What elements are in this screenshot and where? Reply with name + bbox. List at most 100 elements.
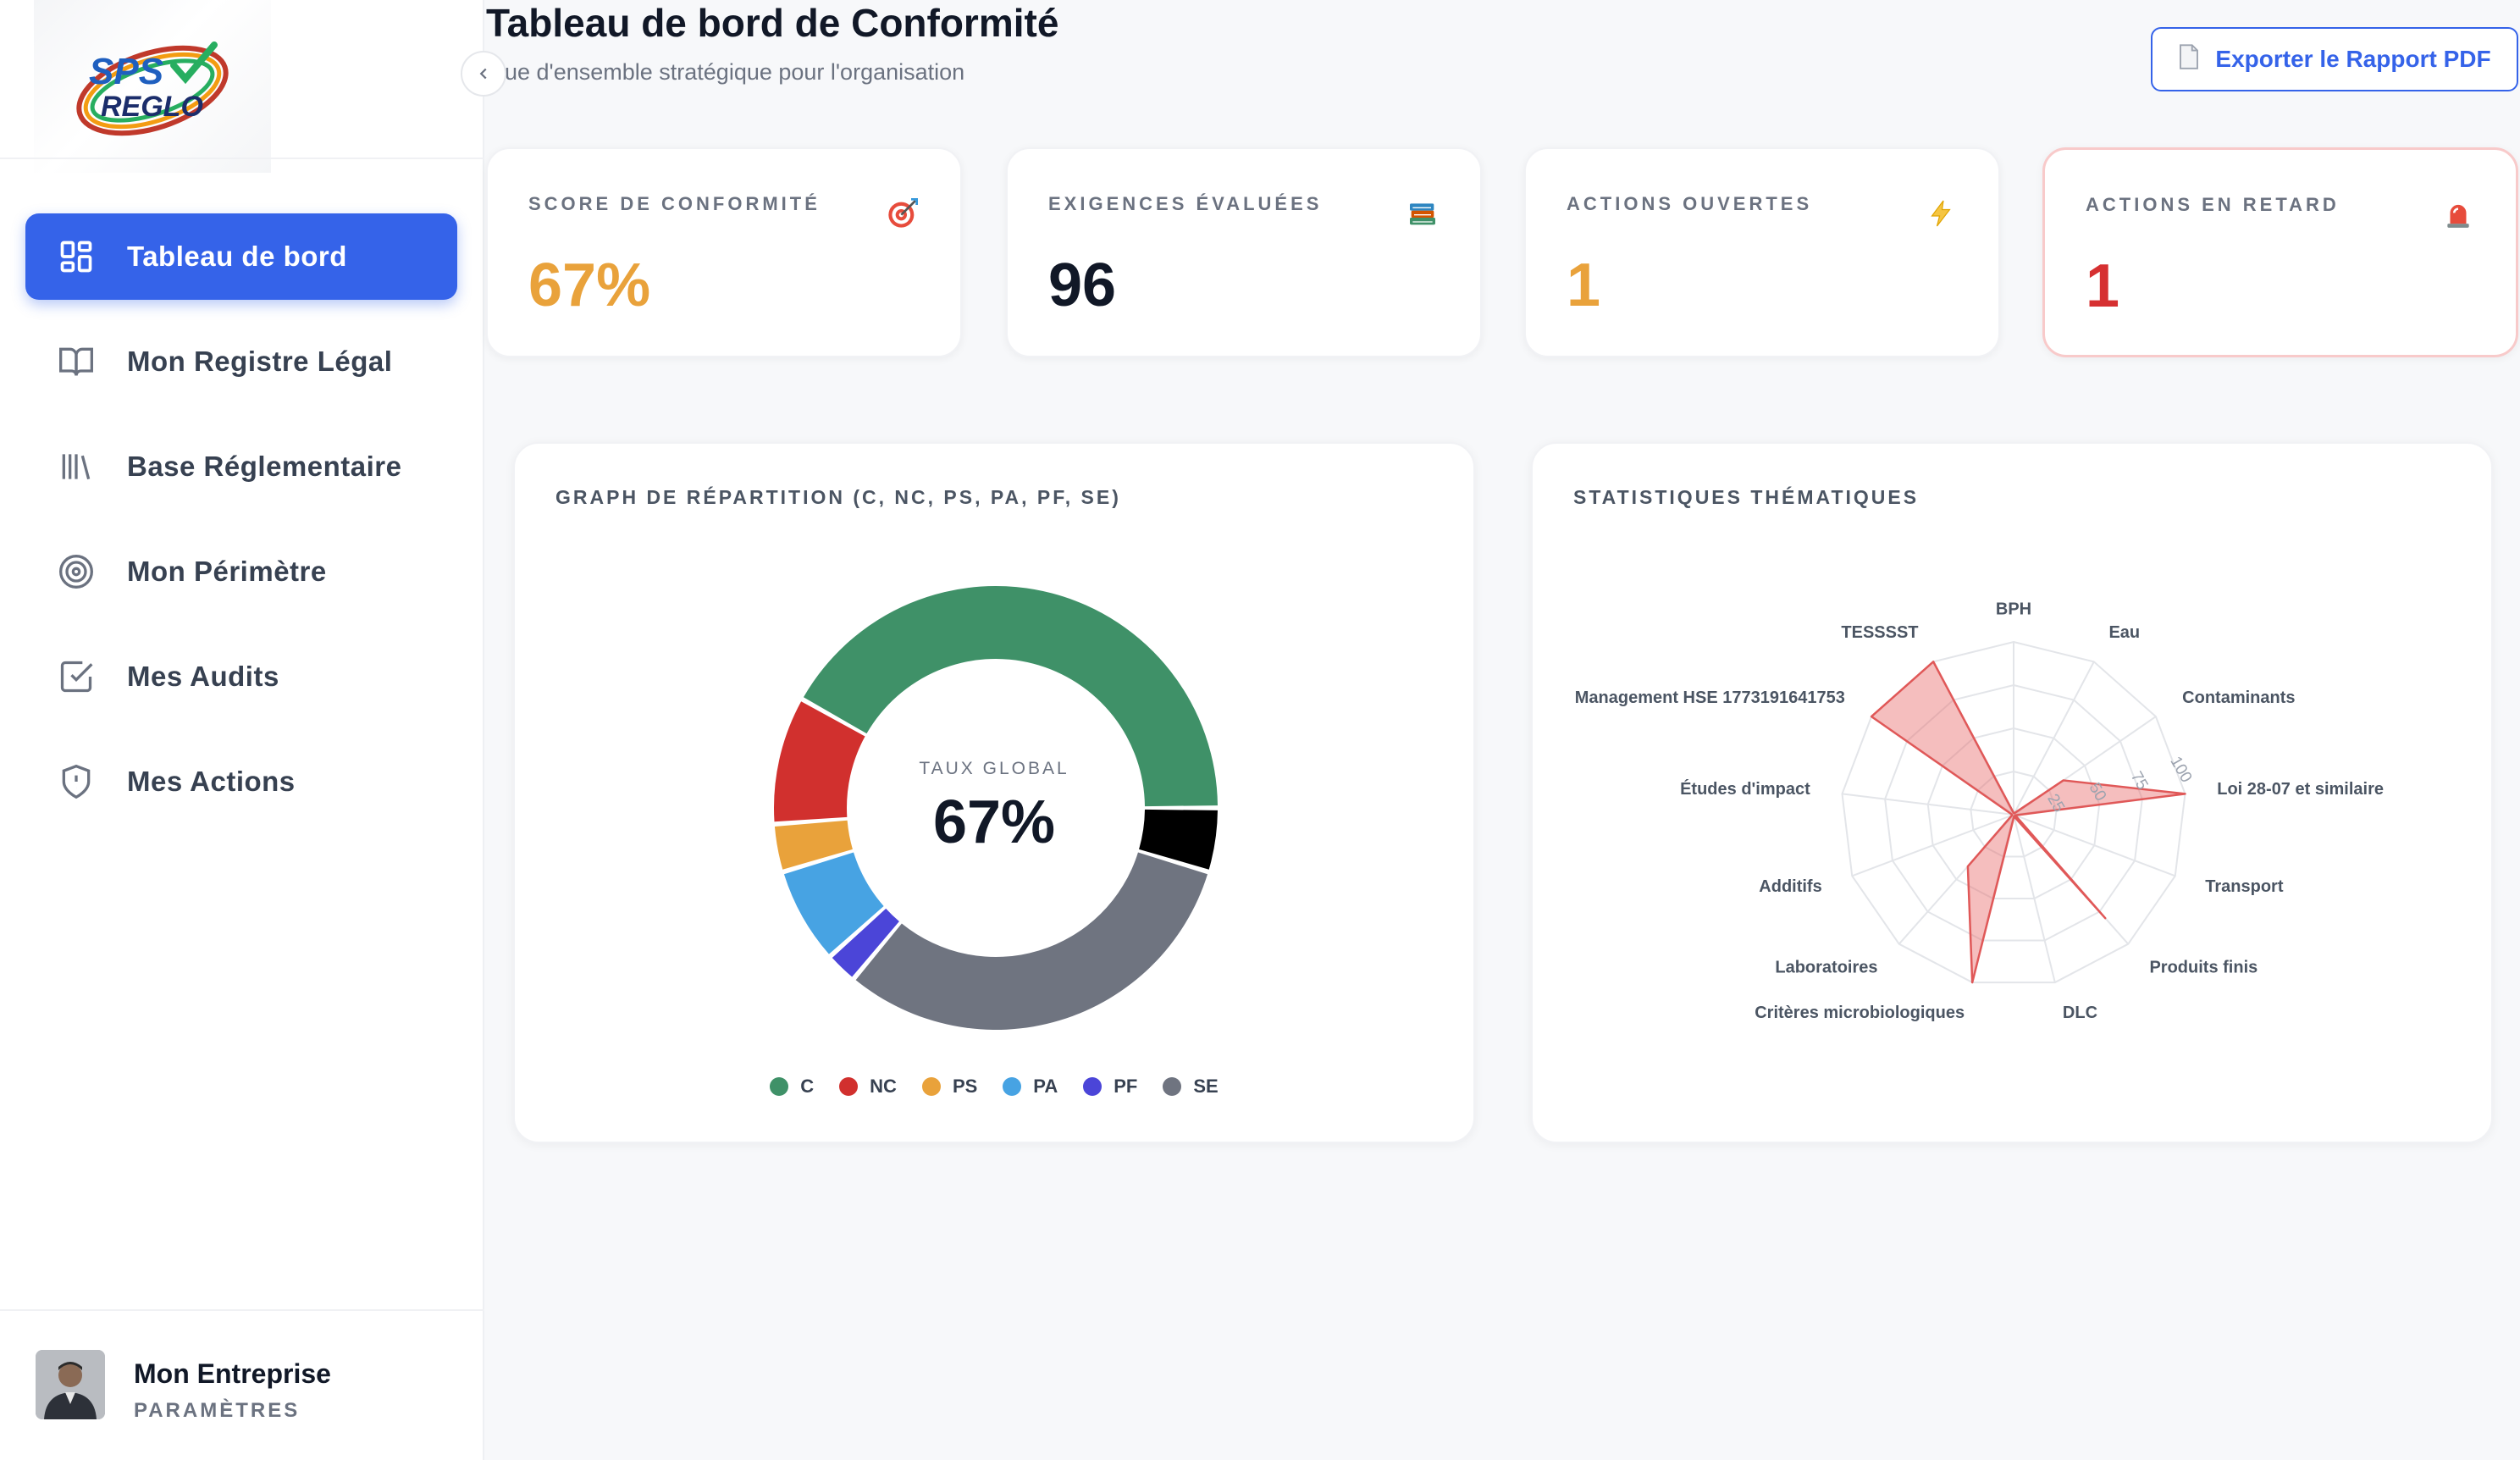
siren-icon (2440, 196, 2477, 233)
target-icon (884, 195, 921, 232)
page-title: Tableau de bord de Conformité (486, 1, 1059, 45)
radar-axis-label: Transport (2205, 877, 2284, 896)
settings-link[interactable]: PARAMÈTRES (134, 1399, 301, 1422)
kpi-value: 1 (2086, 252, 2120, 320)
user-name: Mon Entreprise (134, 1358, 331, 1389)
distribution-chart-card: GRAPH DE RÉPARTITION (C, NC, PS, PA, PF,… (513, 442, 1475, 1143)
legend-label: PF (1114, 1076, 1138, 1097)
kpi-value: 1 (1567, 252, 1601, 319)
legend-item-se[interactable]: SE (1163, 1076, 1219, 1098)
sidebar-item-audits[interactable]: Mes Audits (25, 633, 457, 720)
donut-slice-other[interactable] (1139, 809, 1218, 870)
sidebar-item-actions[interactable]: Mes Actions (25, 738, 457, 825)
kpi-label: SCORE DE CONFORMITÉ (528, 193, 821, 214)
sidebar-item-label: Mes Audits (127, 661, 279, 692)
donut-center-value: 67% (932, 788, 1056, 856)
sidebar: SPS REGLO Tableau de bord Mon Registre L… (0, 0, 484, 1460)
sidebar-item-label: Mon Registre Légal (127, 346, 393, 377)
chart-title: GRAPH DE RÉPARTITION (C, NC, PS, PA, PF,… (555, 486, 1121, 508)
chevron-left-icon (479, 68, 487, 80)
sidebar-item-label: Mes Actions (127, 766, 296, 797)
radar-spoke (1842, 793, 2014, 816)
radar-spoke (1851, 814, 2014, 877)
kpi-card-evaluated-requirements: EXIGENCES ÉVALUÉES 96 (1006, 147, 1482, 357)
legend-dot (1083, 1077, 1102, 1096)
donut-slice-pf[interactable] (832, 908, 899, 977)
shield-alert-icon (56, 761, 97, 802)
kpi-card-open-actions: ACTIONS OUVERTES 1 (1524, 147, 2000, 357)
lightning-icon (1922, 195, 1959, 232)
sps-reglo-logo-icon: SPS REGLO (76, 41, 229, 136)
sidebar-item-label: Base Réglementaire (127, 451, 402, 482)
legend-item-pa[interactable]: PA (1003, 1076, 1058, 1098)
chart-title: STATISTIQUES THÉMATIQUES (1573, 486, 1920, 508)
radar-axis-label: Loi 28-07 et similaire (2217, 780, 2384, 799)
donut-center-label: TAUX GLOBAL (919, 759, 1069, 778)
legend-dot (921, 1077, 941, 1096)
document-icon (2178, 43, 2200, 75)
radar-grid-ring (1884, 683, 2143, 942)
radar-axis-label: Eau (2108, 623, 2140, 642)
sidebar-item-regulatory-base[interactable]: Base Réglementaire (25, 423, 457, 510)
thematic-stats-card: STATISTIQUES THÉMATIQUES 25 50 75 100 BPH Eau… (1531, 442, 2493, 1143)
donut-slice-c[interactable] (803, 586, 1218, 807)
sidebar-item-dashboard[interactable]: Tableau de bord (25, 213, 457, 300)
legend-item-ps[interactable]: PS (921, 1076, 978, 1098)
chart-legend: C NC PS PA PF SE (515, 1076, 1473, 1098)
radar-axis-label: Management HSE 1773191641753 (1575, 689, 1845, 707)
radar-grid-ring (1926, 727, 2101, 900)
books-icon (1404, 195, 1441, 232)
donut-slice-ps[interactable] (774, 820, 853, 870)
radar-axis-label: TESSSST (1841, 623, 1918, 642)
legend-dot (1003, 1077, 1022, 1096)
collapse-sidebar-button[interactable] (461, 51, 506, 97)
radar-axis-label: BPH (1996, 600, 2031, 618)
radar-grid-ring (1841, 640, 2186, 984)
book-icon (56, 341, 97, 382)
legend-item-pf[interactable]: PF (1083, 1076, 1137, 1098)
legend-label: PS (952, 1076, 978, 1097)
kpi-card-late-actions: ACTIONS EN RETARD 1 (2042, 147, 2518, 357)
legend-dot (839, 1077, 859, 1096)
radar-spoke (2013, 814, 2056, 983)
kpi-value: 67% (528, 252, 651, 319)
kpi-value: 96 (1048, 252, 1117, 319)
sidebar-item-label: Tableau de bord (127, 241, 347, 272)
sidebar-item-legal-register[interactable]: Mon Registre Légal (25, 318, 457, 405)
radar-axis-label: Études d'impact (1680, 779, 1810, 799)
radar-axis-label: Critères microbiologiques (1755, 1004, 1965, 1022)
radar-series-area[interactable] (1870, 661, 2186, 984)
legend-label: NC (870, 1076, 897, 1097)
sidebar-item-perimeter[interactable]: Mon Périmètre (25, 528, 457, 615)
page-subtitle: ue d'ensemble stratégique pour l'organis… (505, 59, 965, 85)
kpi-card-compliance-score: SCORE DE CONFORMITÉ 67% (486, 147, 962, 357)
radar-axis-label: Contaminants (2182, 689, 2295, 707)
radar-tick-label: 100 (2166, 754, 2195, 786)
legend-label: PA (1033, 1076, 1058, 1097)
radar-spoke (2013, 814, 2176, 877)
user-profile[interactable]: Mon Entreprise PARAMÈTRES (0, 1309, 484, 1460)
target-icon (56, 551, 97, 592)
radar-spoke (2013, 661, 2095, 816)
kpi-label: EXIGENCES ÉVALUÉES (1048, 193, 1323, 214)
legend-item-nc[interactable]: NC (839, 1076, 897, 1098)
donut-slice-pa[interactable] (783, 852, 884, 954)
kpi-label: ACTIONS EN RETARD (2086, 194, 2340, 215)
logo-divider (0, 158, 484, 159)
legend-dot (1163, 1077, 1182, 1096)
radar-axis-label: DLC (2063, 1004, 2097, 1022)
donut-slice-nc[interactable] (774, 701, 865, 822)
donut-chart (774, 586, 1218, 1030)
avatar (36, 1350, 105, 1419)
donut-slice-se[interactable] (855, 852, 1208, 1030)
radar-grid-ring (1970, 770, 2058, 858)
legend-dot (770, 1077, 789, 1096)
library-icon (56, 446, 97, 487)
legend-label: SE (1193, 1076, 1219, 1097)
logo[interactable]: SPS REGLO (34, 0, 271, 173)
legend-item-c[interactable]: C (770, 1076, 814, 1098)
radar-axis-label: Additifs (1759, 877, 1821, 896)
export-pdf-button[interactable]: Exporter le Rapport PDF (2151, 27, 2518, 91)
legend-label: C (800, 1076, 815, 1097)
